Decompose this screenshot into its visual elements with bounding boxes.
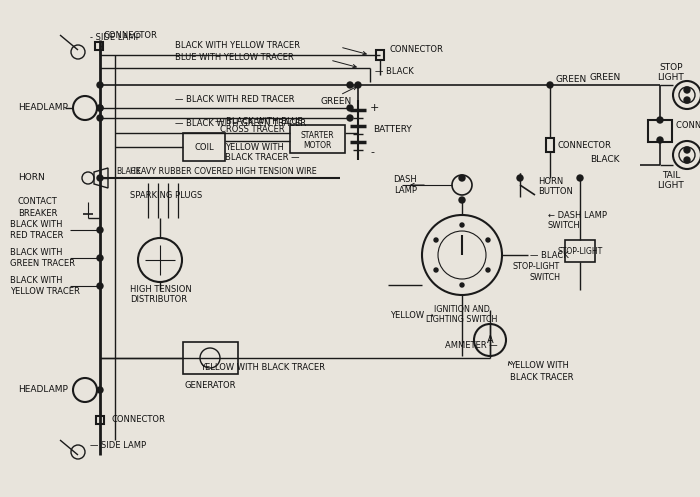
Circle shape	[657, 117, 663, 123]
Text: HEADLAMP: HEADLAMP	[18, 103, 68, 112]
Circle shape	[460, 223, 464, 227]
Text: MOTOR: MOTOR	[303, 142, 331, 151]
Circle shape	[517, 175, 523, 181]
Circle shape	[97, 283, 103, 289]
Circle shape	[684, 147, 690, 153]
Text: DASH
LAMP: DASH LAMP	[393, 175, 417, 195]
Text: BLUE WITH YELLOW TRACER: BLUE WITH YELLOW TRACER	[175, 54, 294, 63]
Circle shape	[486, 268, 490, 272]
Circle shape	[97, 82, 103, 88]
Text: AMMETER —: AMMETER —	[445, 340, 498, 349]
Bar	[290, 125, 345, 153]
Text: BREAKER: BREAKER	[18, 209, 57, 218]
Text: LIGHT: LIGHT	[657, 74, 685, 83]
Circle shape	[459, 197, 465, 203]
Bar	[648, 120, 672, 142]
Text: CROSS TRACER: CROSS TRACER	[220, 126, 285, 135]
Circle shape	[657, 137, 663, 143]
Text: BLACK: BLACK	[590, 156, 620, 165]
Text: TAIL: TAIL	[662, 170, 680, 179]
Text: — BLACK WITH BLUE: — BLACK WITH BLUE	[215, 117, 302, 127]
Text: GREEN: GREEN	[555, 75, 587, 83]
Text: CONNECTOR: CONNECTOR	[558, 141, 612, 150]
Text: CONTACT: CONTACT	[18, 197, 57, 206]
Circle shape	[434, 238, 438, 242]
Text: SWITCH: SWITCH	[548, 222, 581, 231]
Text: — BLACK WITH GREEN TRACER: — BLACK WITH GREEN TRACER	[175, 119, 306, 129]
Text: ← DASH LAMP: ← DASH LAMP	[548, 211, 607, 220]
Text: BLACK WITH
RED TRACER: BLACK WITH RED TRACER	[10, 220, 64, 240]
Text: BLACK WITH
GREEN TRACER: BLACK WITH GREEN TRACER	[10, 248, 75, 268]
Text: A: A	[486, 335, 493, 345]
Circle shape	[355, 82, 361, 88]
Text: LIGHTING SWITCH: LIGHTING SWITCH	[426, 315, 498, 324]
Text: GREEN: GREEN	[590, 74, 622, 83]
Bar	[95, 42, 103, 50]
Text: STOP-LIGHT: STOP-LIGHT	[557, 247, 603, 255]
Text: HEAVY RUBBER COVERED HIGH TENSION WIRE: HEAVY RUBBER COVERED HIGH TENSION WIRE	[130, 167, 316, 176]
Text: BLACK WITH YELLOW TRACER: BLACK WITH YELLOW TRACER	[175, 40, 300, 50]
Circle shape	[97, 175, 103, 181]
Circle shape	[97, 255, 103, 261]
Text: CONNECTORS —: CONNECTORS —	[676, 120, 700, 130]
Text: BLACK TRACER: BLACK TRACER	[510, 372, 573, 382]
Text: YELLOW WITH BLACK TRACER: YELLOW WITH BLACK TRACER	[200, 363, 325, 372]
Circle shape	[486, 238, 490, 242]
Text: YELLOW WITH: YELLOW WITH	[510, 361, 569, 370]
Text: DISTRIBUTOR: DISTRIBUTOR	[130, 296, 187, 305]
Text: HEADLAMP: HEADLAMP	[18, 386, 68, 395]
Bar	[565, 240, 595, 262]
Bar	[96, 416, 104, 424]
Text: — BLACK WITH RED TRACER: — BLACK WITH RED TRACER	[175, 95, 295, 104]
Text: CONNECTOR: CONNECTOR	[104, 30, 158, 39]
Text: +: +	[370, 103, 379, 113]
Text: HORN: HORN	[18, 173, 45, 182]
Text: YELLOW →: YELLOW →	[390, 311, 434, 320]
Text: IGNITION AND: IGNITION AND	[434, 305, 490, 314]
Text: - SIDE LAMP: - SIDE LAMP	[90, 33, 141, 43]
Text: BLACK TRACER —: BLACK TRACER —	[225, 153, 300, 162]
Circle shape	[97, 115, 103, 121]
Bar	[183, 133, 225, 161]
Circle shape	[97, 105, 103, 111]
Circle shape	[547, 82, 553, 88]
Circle shape	[347, 105, 353, 111]
Circle shape	[459, 175, 465, 181]
Text: CONNECTOR: CONNECTOR	[390, 46, 444, 55]
Text: STOP-LIGHT
SWITCH: STOP-LIGHT SWITCH	[512, 262, 560, 282]
Text: HORN: HORN	[538, 176, 564, 185]
Text: GREEN: GREEN	[321, 96, 351, 105]
Text: CONNECTOR: CONNECTOR	[112, 415, 166, 424]
Text: STOP: STOP	[659, 64, 682, 73]
Text: BUTTON: BUTTON	[538, 186, 573, 195]
Circle shape	[434, 268, 438, 272]
Text: BLACK WITH
YELLOW TRACER: BLACK WITH YELLOW TRACER	[10, 276, 80, 296]
Text: LIGHT: LIGHT	[657, 180, 685, 189]
Circle shape	[460, 283, 464, 287]
Text: HIGH TENSION: HIGH TENSION	[130, 285, 192, 295]
Bar	[376, 50, 384, 60]
Text: COIL: COIL	[194, 143, 214, 152]
Circle shape	[684, 97, 690, 103]
Circle shape	[684, 87, 690, 93]
Circle shape	[347, 115, 353, 121]
Text: BATTERY: BATTERY	[373, 126, 412, 135]
Text: BLACK: BLACK	[116, 167, 141, 176]
Circle shape	[97, 105, 103, 111]
Text: — BLACK: — BLACK	[375, 68, 414, 77]
Circle shape	[97, 387, 103, 393]
Bar	[546, 138, 554, 152]
Text: — BLACK: — BLACK	[530, 250, 568, 259]
Circle shape	[577, 175, 583, 181]
Text: SPARKING PLUGS: SPARKING PLUGS	[130, 191, 202, 200]
Circle shape	[347, 82, 353, 88]
Circle shape	[97, 227, 103, 233]
Bar	[183, 342, 238, 374]
Text: GENERATOR: GENERATOR	[184, 382, 236, 391]
Text: YELLOW WITH: YELLOW WITH	[225, 144, 284, 153]
Text: STARTER: STARTER	[300, 131, 334, 140]
Text: — SIDE LAMP: — SIDE LAMP	[90, 440, 146, 449]
Circle shape	[684, 157, 690, 163]
Text: -: -	[370, 147, 374, 157]
